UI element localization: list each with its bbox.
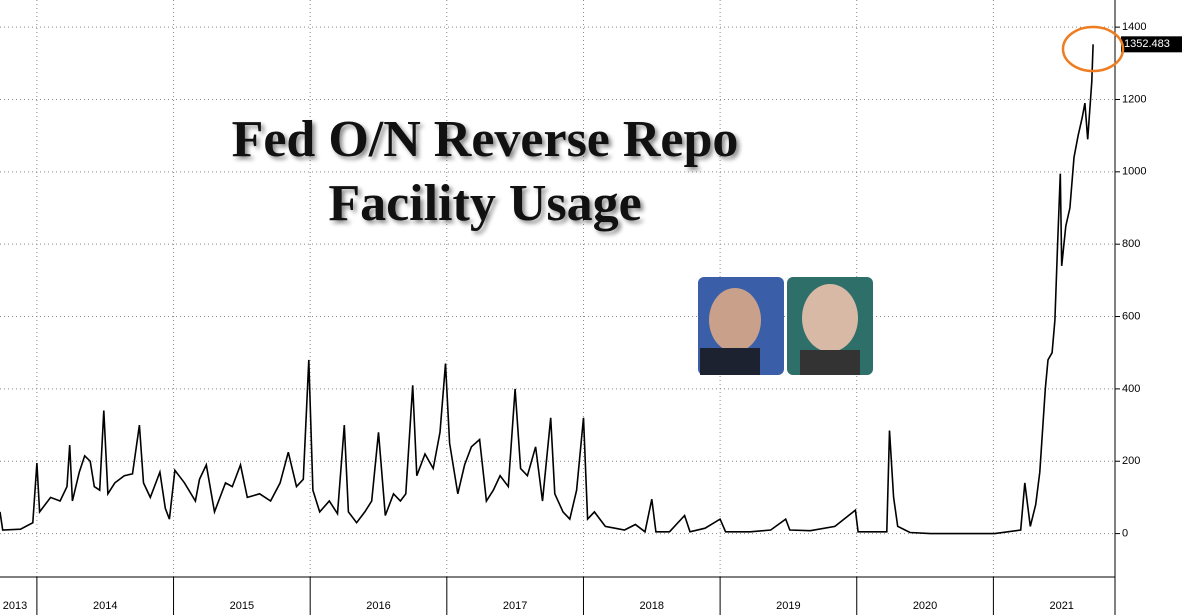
photo-left-face (709, 288, 761, 352)
photo-left-suit (700, 348, 760, 375)
y-tick-label: 1400 (1122, 21, 1146, 33)
x-tick-label: 2013 (3, 600, 27, 612)
photo-right-face (802, 284, 858, 352)
x-tick-label: 2016 (366, 600, 390, 612)
x-tick-label: 2019 (776, 600, 800, 612)
x-tick-label: 2021 (1049, 600, 1073, 612)
y-tick-label: 400 (1122, 383, 1140, 395)
photos (698, 277, 873, 375)
last-value-box (1121, 36, 1182, 53)
photo-right-top (800, 350, 860, 375)
last-value-label: 1352.483 (1124, 38, 1170, 50)
y-tick-label: 200 (1122, 455, 1140, 467)
x-tick-label: 2018 (640, 600, 664, 612)
series-line (0, 44, 1094, 535)
x-tick-label: 2015 (230, 600, 254, 612)
x-tick-label: 2020 (913, 600, 937, 612)
chart-title: Fed O/N Reverse Repo Facility Usage (231, 111, 739, 232)
y-tick-label: 600 (1122, 310, 1140, 322)
y-tick-label: 1200 (1122, 93, 1146, 105)
highlight-circle (1061, 25, 1125, 73)
x-tick-label: 2017 (503, 600, 527, 612)
y-tick-label: 0 (1122, 527, 1128, 539)
y-tick-label: 800 (1122, 238, 1140, 250)
y-tick-label: 1000 (1122, 166, 1146, 178)
x-tick-label: 2014 (93, 600, 117, 612)
